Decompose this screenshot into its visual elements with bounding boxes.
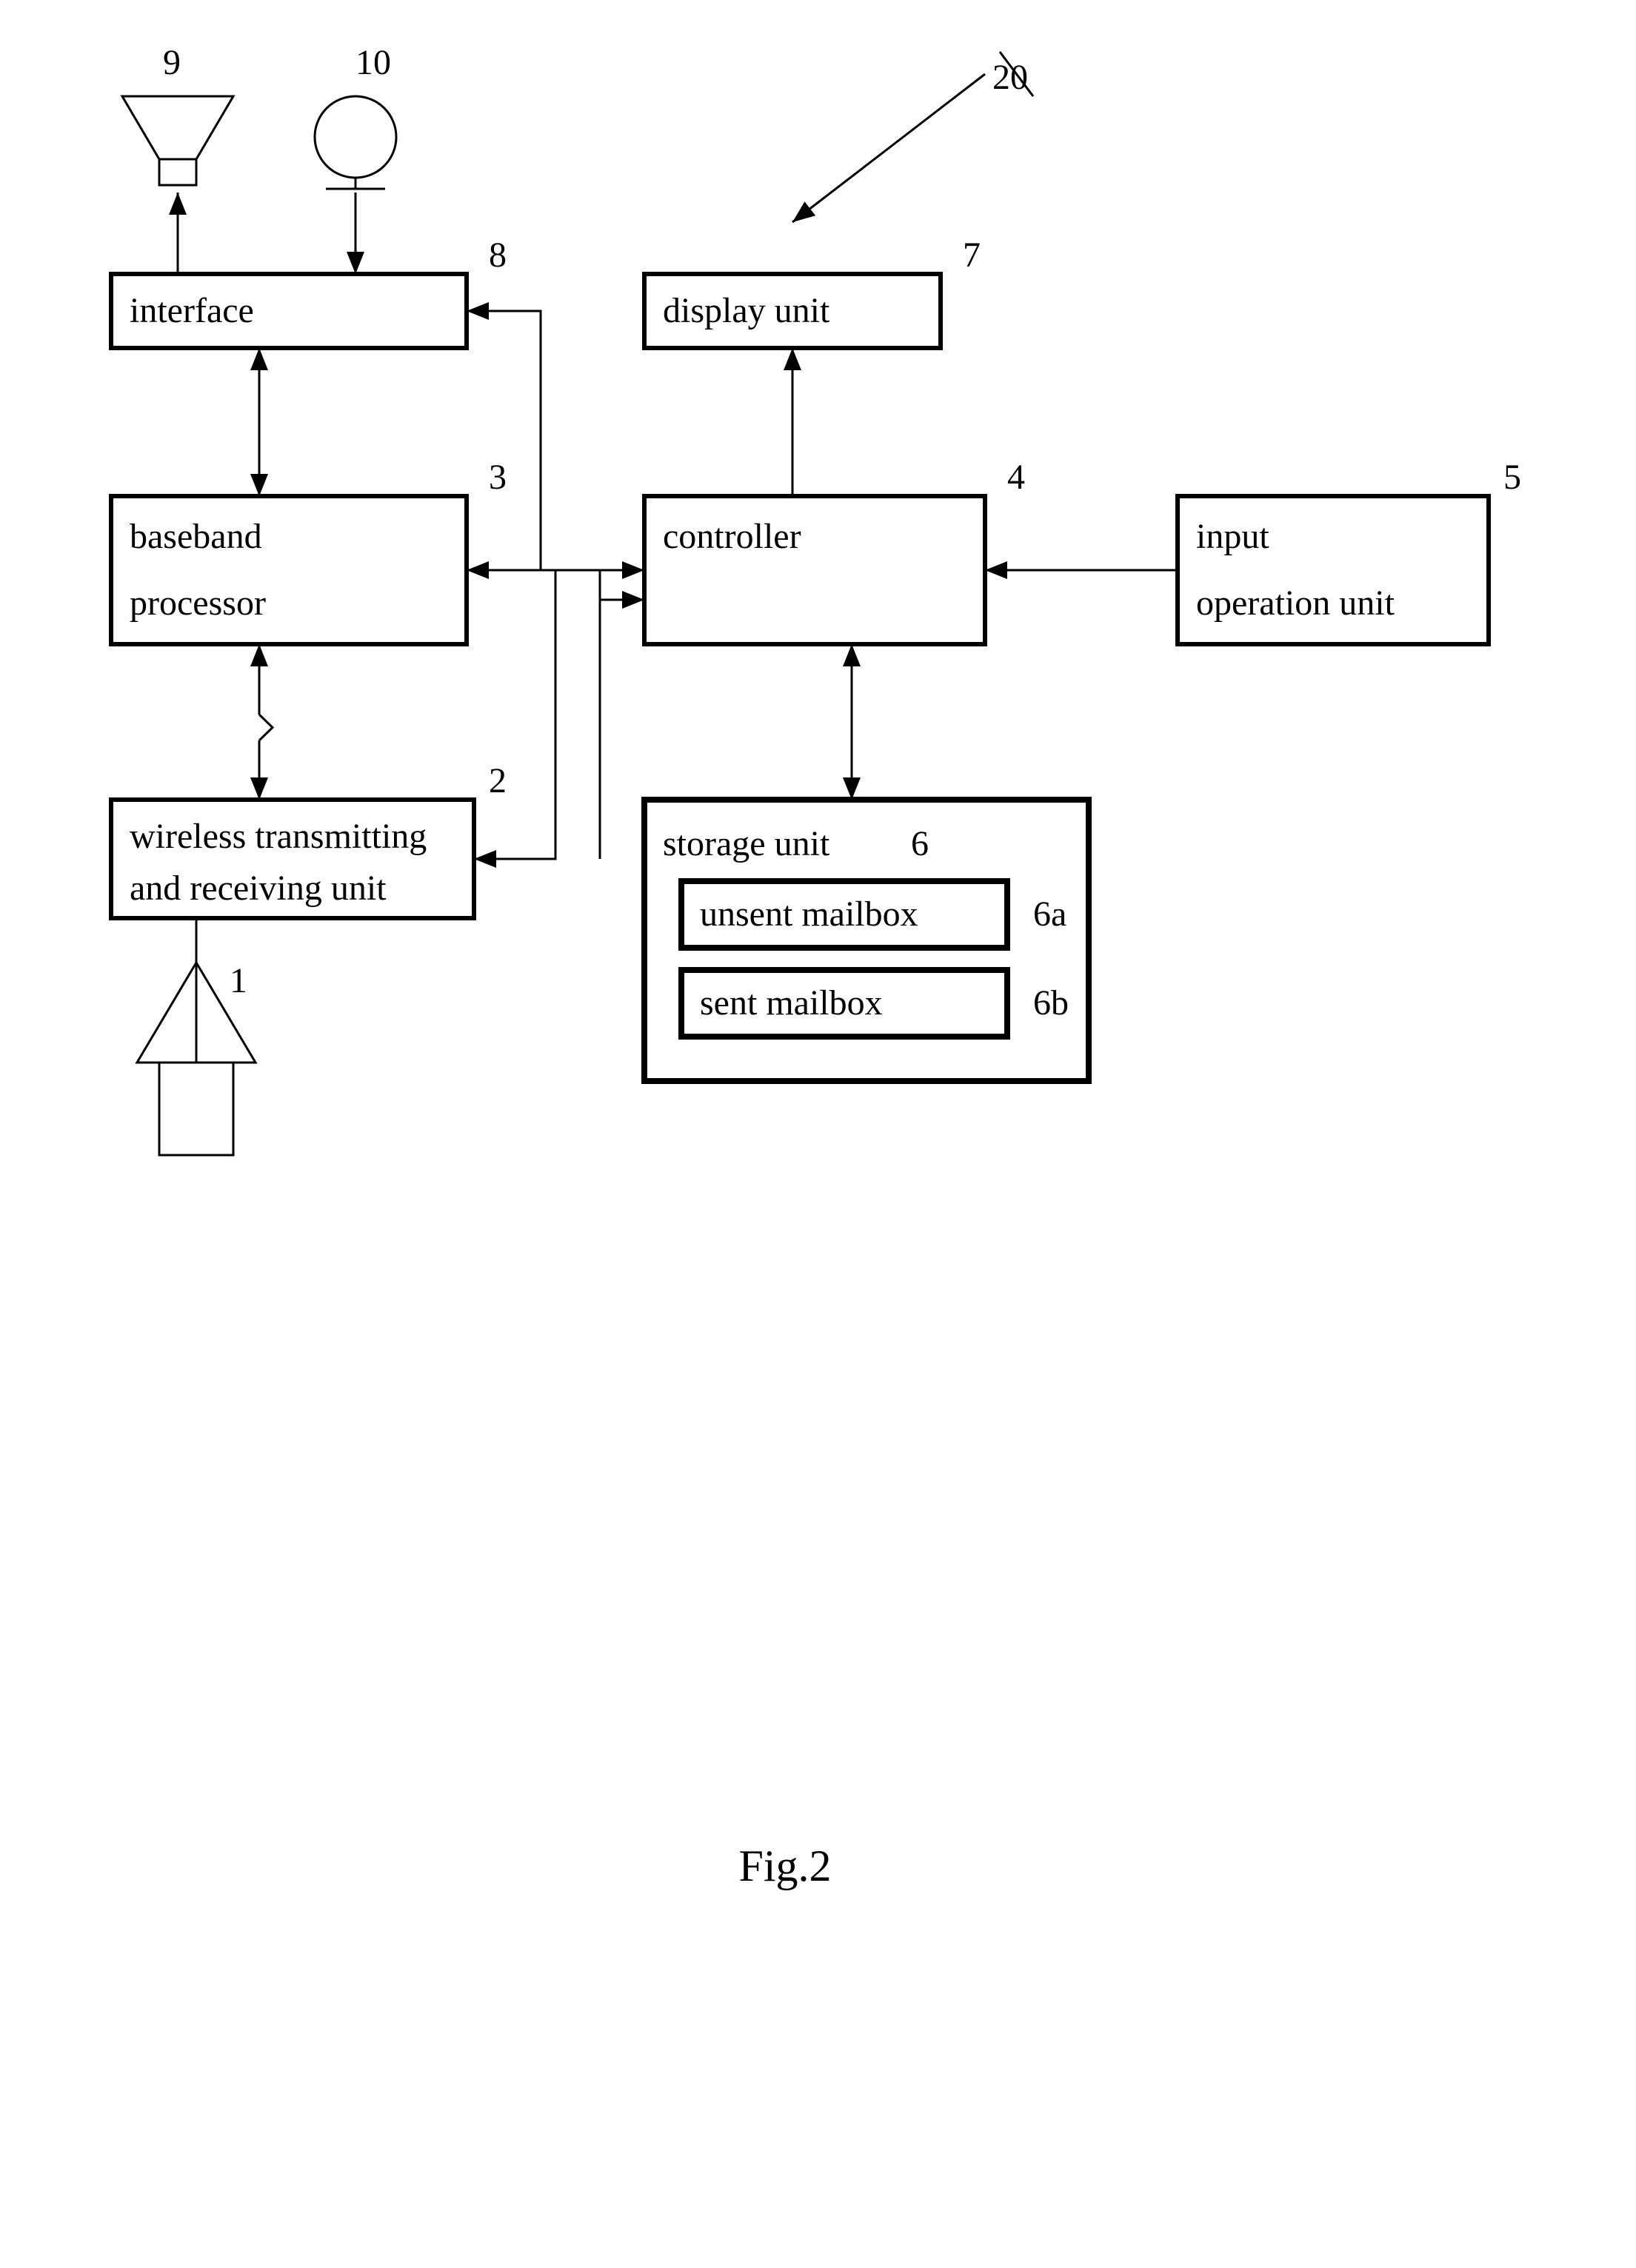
arrow-head bbox=[347, 252, 364, 274]
system-number: 20 bbox=[992, 58, 1028, 97]
block-baseband-label-1: processor bbox=[130, 583, 266, 623]
edge-break bbox=[259, 715, 273, 740]
speaker-stem bbox=[159, 159, 196, 185]
block-display-number: 7 bbox=[963, 235, 981, 275]
block-wireless-label-1: and receiving unit bbox=[130, 869, 387, 908]
arrow-head bbox=[843, 644, 861, 666]
block-sent-label-0: sent mailbox bbox=[700, 983, 883, 1023]
figure-caption: Fig.2 bbox=[738, 1842, 831, 1890]
block-input-number: 5 bbox=[1503, 458, 1521, 497]
arrow-head bbox=[985, 561, 1007, 579]
arrow-head bbox=[467, 561, 489, 579]
block-wireless-label-0: wireless transmitting bbox=[130, 817, 427, 856]
block-storage-number: 6 bbox=[911, 824, 929, 863]
block-unsent-number: 6a bbox=[1033, 894, 1066, 934]
microphone-number: 10 bbox=[355, 43, 391, 82]
block-unsent-label-0: unsent mailbox bbox=[700, 894, 918, 934]
edge-elbow bbox=[474, 570, 555, 859]
block-display-label-0: display unit bbox=[663, 291, 830, 330]
antenna-stem bbox=[159, 1063, 233, 1155]
arrow-head bbox=[169, 193, 187, 215]
arrow-head bbox=[467, 302, 489, 320]
arrow-head bbox=[250, 777, 268, 800]
arrow-head bbox=[250, 644, 268, 666]
arrow-head bbox=[622, 561, 644, 579]
edge-elbow bbox=[467, 311, 541, 570]
block-wireless-number: 2 bbox=[489, 761, 507, 800]
block-controller-label-0: controller bbox=[663, 517, 801, 556]
arrow-head bbox=[250, 474, 268, 496]
system-pointer-head bbox=[792, 201, 815, 222]
speaker-number: 9 bbox=[163, 43, 181, 82]
arrow-head bbox=[474, 850, 496, 868]
microphone-icon bbox=[315, 96, 396, 178]
block-interface-label-0: interface bbox=[130, 291, 254, 330]
block-controller-number: 4 bbox=[1007, 458, 1025, 497]
system-pointer bbox=[792, 74, 985, 222]
block-baseband-number: 3 bbox=[489, 458, 507, 497]
arrow-head bbox=[843, 777, 861, 800]
block-baseband-label-0: baseband bbox=[130, 517, 262, 556]
arrow-head bbox=[250, 348, 268, 370]
block-storage-label-0: storage unit bbox=[663, 824, 830, 863]
block-interface-number: 8 bbox=[489, 235, 507, 275]
arrow-head bbox=[784, 348, 801, 370]
block-input-label-0: input bbox=[1196, 517, 1269, 556]
block-input-label-1: operation unit bbox=[1196, 583, 1395, 623]
block-sent-number: 6b bbox=[1033, 983, 1069, 1023]
speaker-icon bbox=[122, 96, 233, 159]
antenna-number: 1 bbox=[230, 961, 247, 1000]
